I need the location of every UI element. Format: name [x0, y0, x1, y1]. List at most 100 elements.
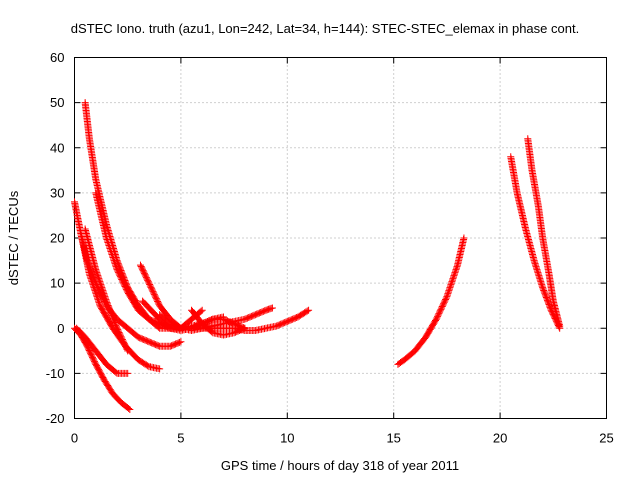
data-point [96, 278, 104, 286]
data-point [445, 285, 453, 293]
data-point [446, 284, 454, 292]
data-point [110, 255, 118, 263]
data-point [447, 279, 455, 287]
data-point [104, 301, 112, 309]
data-point [102, 234, 110, 242]
chart-title: dSTEC Iono. truth (azu1, Lon=242, Lat=34… [71, 21, 579, 36]
data-point [460, 234, 468, 242]
data-point [104, 240, 112, 248]
data-point [93, 269, 101, 277]
data-point [111, 258, 119, 266]
data-point [451, 269, 459, 277]
data-point [110, 317, 118, 325]
data-point [556, 322, 564, 330]
data-point [96, 279, 104, 287]
data-point [88, 279, 96, 287]
data-point [447, 281, 455, 289]
y-tick-label: -20 [46, 411, 65, 426]
data-point [94, 294, 102, 302]
data-point [176, 324, 184, 332]
data-point [106, 306, 114, 314]
data-point [102, 297, 110, 305]
data-point [444, 288, 452, 296]
data-point [100, 290, 108, 298]
x-axis-label: GPS time / hours of day 318 of year 2011 [221, 458, 459, 473]
data-point [92, 291, 100, 299]
data-point [113, 323, 120, 331]
data-point [93, 293, 101, 301]
data-point [90, 284, 98, 292]
data-point [87, 275, 95, 283]
data-point [86, 272, 94, 280]
y-tick-label: -10 [46, 366, 65, 381]
data-point [107, 310, 115, 318]
data-point [123, 345, 131, 353]
data-point [92, 290, 100, 298]
data-point [107, 248, 115, 256]
data-point [106, 245, 114, 253]
data-point [449, 273, 457, 281]
axis-ticks: 0 5 10 15 20 25 -20 -10 0 10 20 30 40 50 60 [46, 50, 614, 446]
data-point [94, 272, 102, 280]
data-point [111, 319, 119, 327]
data-points [71, 99, 564, 413]
data-point [207, 316, 215, 324]
data-point [104, 300, 112, 308]
data-point [99, 288, 107, 296]
data-point [177, 338, 185, 346]
data-point [105, 304, 113, 312]
data-point [105, 242, 113, 250]
data-point [448, 278, 456, 286]
data-point [154, 342, 162, 350]
data-point [101, 294, 109, 302]
data-point [198, 306, 206, 314]
data-point [449, 275, 457, 283]
data-point [451, 270, 458, 278]
data-point [445, 287, 453, 295]
data-point [112, 261, 120, 269]
data-point [453, 264, 461, 272]
data-point [176, 338, 184, 346]
data-point [109, 313, 117, 321]
data-point [99, 287, 107, 295]
data-point [106, 307, 114, 315]
data-point [305, 306, 313, 314]
data-point [442, 294, 450, 302]
data-point [111, 260, 119, 268]
data-point [105, 243, 113, 251]
data-point [97, 281, 105, 289]
data-point [101, 293, 109, 301]
data-point [103, 237, 111, 245]
x-tick-label: 20 [493, 431, 507, 446]
data-point [100, 291, 108, 299]
data-point [95, 276, 103, 284]
data-point [88, 278, 96, 286]
data-point [86, 273, 94, 281]
data-point [197, 307, 205, 315]
series-1 [73, 324, 132, 377]
data-point [91, 287, 99, 295]
data-point [103, 299, 111, 307]
series-11 [394, 234, 468, 368]
data-point [108, 251, 116, 259]
series-0 [71, 324, 134, 413]
y-tick-label: 10 [50, 276, 64, 291]
data-point [110, 316, 118, 324]
x-tick-label: 0 [71, 431, 78, 446]
data-point [105, 303, 113, 311]
series-13 [524, 135, 564, 330]
y-tick-label: 30 [50, 185, 64, 200]
data-point [446, 282, 454, 290]
data-point [144, 362, 152, 370]
x-tick-label: 25 [599, 431, 613, 446]
data-point [98, 284, 106, 292]
data-point [89, 281, 97, 289]
x-tick-label: 5 [177, 431, 184, 446]
data-point [239, 325, 247, 333]
data-point [109, 314, 117, 322]
data-point [268, 304, 276, 312]
data-point [450, 272, 458, 280]
y-tick-label: 40 [50, 140, 64, 155]
data-point [106, 246, 114, 254]
